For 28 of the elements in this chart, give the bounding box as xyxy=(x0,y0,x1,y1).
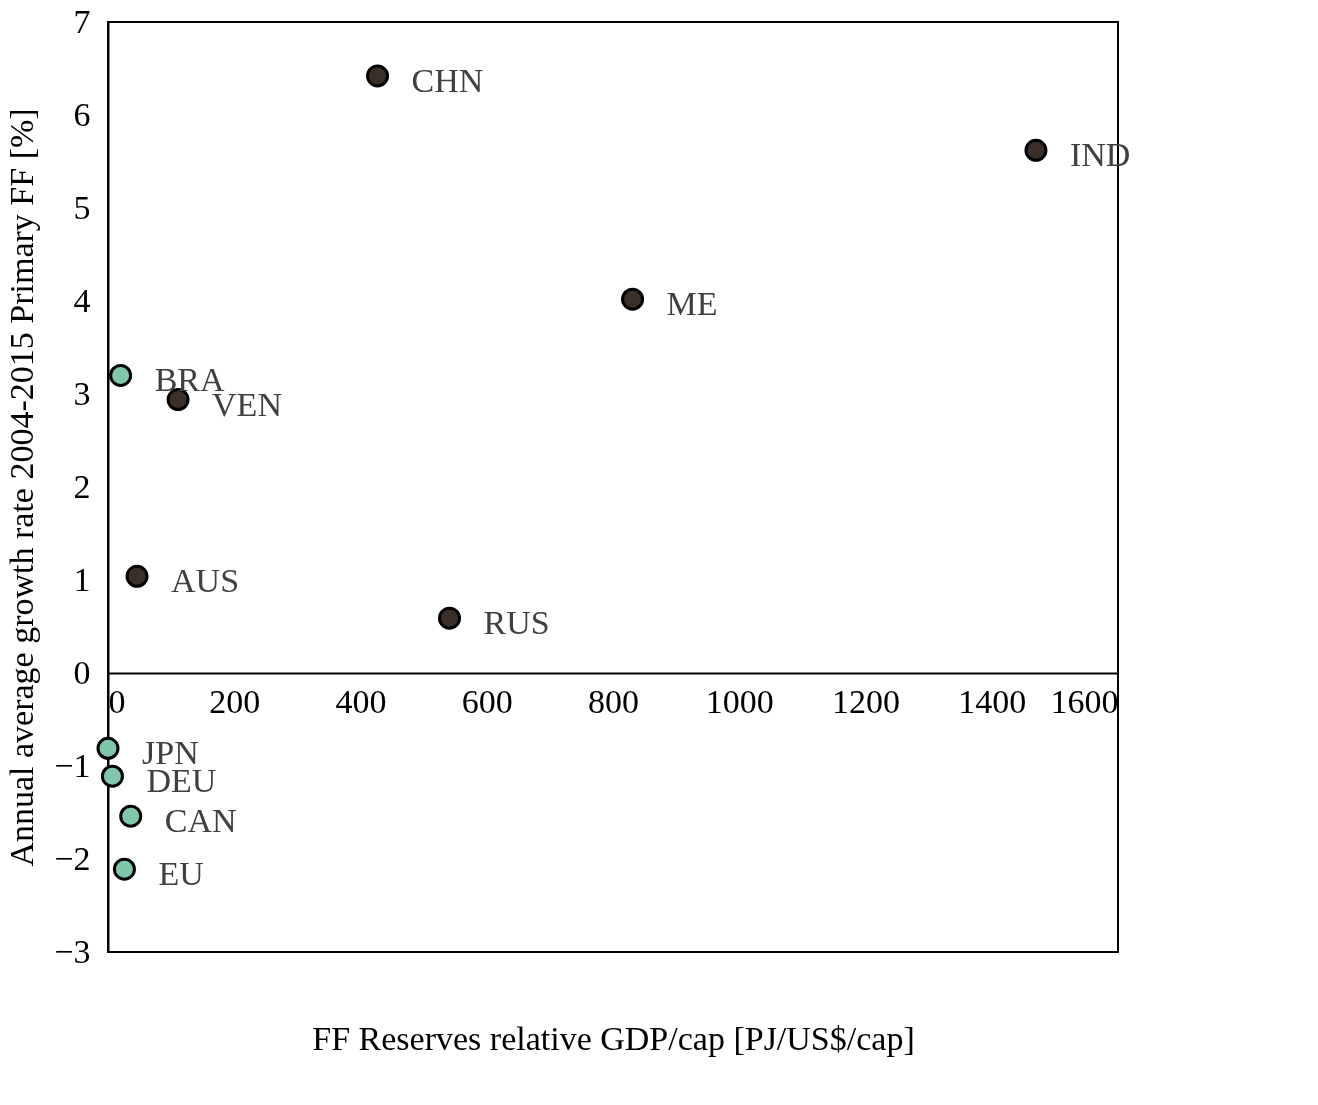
y-tick-label: −2 xyxy=(54,839,91,877)
annotation: CHN xyxy=(411,61,484,99)
y-tick-label: 1 xyxy=(73,560,91,598)
x-tick-label: 400 xyxy=(335,682,387,720)
x-tick-label: 1600 xyxy=(1050,682,1119,720)
y-tick-label: 3 xyxy=(73,374,91,412)
y-tick-label: −3 xyxy=(54,932,91,970)
y-tick-label: 7 xyxy=(73,2,91,40)
y-tick-label: 4 xyxy=(73,281,91,319)
annotation: RUS xyxy=(483,604,550,642)
x-axis-title: FF Reserves relative GDP/cap [PJ/US$/cap] xyxy=(312,1019,915,1057)
x-tick-label: 800 xyxy=(588,682,639,720)
x-tick-label: 1000 xyxy=(705,682,774,720)
y-axis-title: Annual average growth rate 2004-2015 Primary FF [%] xyxy=(3,108,41,867)
annotation: CAN xyxy=(164,802,237,840)
y-tick-label: −1 xyxy=(54,746,91,784)
annotation: ME xyxy=(666,285,718,323)
x-tick-label: 1400 xyxy=(958,682,1027,720)
x-tick-label: 1200 xyxy=(832,682,900,720)
annotation: EU xyxy=(158,855,204,893)
x-tick-label: 600 xyxy=(461,682,513,720)
y-tick-label: 6 xyxy=(73,95,91,133)
annotation: AUS xyxy=(171,562,240,600)
x-tick-label: 200 xyxy=(209,682,261,720)
y-tick-label: 0 xyxy=(73,653,91,691)
y-tick-label: 5 xyxy=(73,188,91,226)
y-tick-label: 2 xyxy=(73,467,91,505)
x-tick-label: 0 xyxy=(108,682,126,720)
